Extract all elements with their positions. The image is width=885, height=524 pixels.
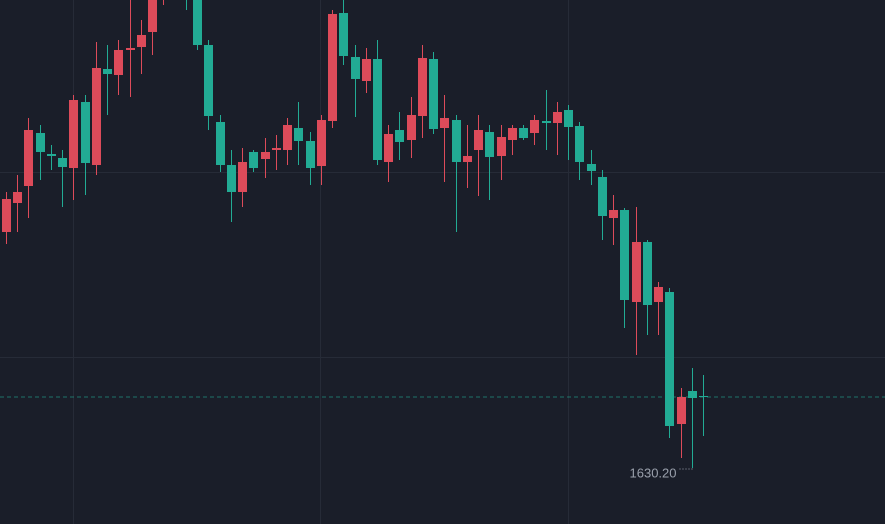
candle-body <box>373 59 382 160</box>
candle-body <box>306 141 315 168</box>
candle-body <box>2 199 11 232</box>
candle-body <box>103 69 112 74</box>
candle-body <box>47 154 56 156</box>
candle-body <box>654 287 663 302</box>
candle-body <box>13 192 22 203</box>
candle-body <box>261 152 270 159</box>
candle-body <box>294 128 303 141</box>
candle-body <box>362 59 371 81</box>
candle-body <box>609 210 618 218</box>
candle-body <box>238 162 247 192</box>
candle-body <box>395 130 404 142</box>
candle-body <box>407 115 416 140</box>
candle-body <box>463 156 472 162</box>
candle-body <box>24 130 33 186</box>
candle-body <box>564 110 573 127</box>
candle-body <box>114 50 123 75</box>
candle-body <box>643 242 652 305</box>
candle-body <box>452 120 461 162</box>
candle-body <box>429 59 438 129</box>
candle-body <box>530 120 539 133</box>
candle-body <box>677 397 686 424</box>
candle-body <box>351 57 360 79</box>
candle-body <box>575 126 584 162</box>
candle-body <box>418 58 427 116</box>
candle-body <box>92 68 101 165</box>
low-label: 1630.20 <box>630 465 677 480</box>
candle-body <box>193 0 202 45</box>
candle-body <box>204 45 213 116</box>
candle-body <box>519 128 528 138</box>
candle-body <box>58 158 67 167</box>
candle-body <box>632 242 641 302</box>
candle-body <box>485 132 494 157</box>
candle-body <box>474 130 483 150</box>
candle-body <box>81 102 90 163</box>
candle-body <box>216 122 225 165</box>
candle-body <box>36 133 45 152</box>
candle-body <box>317 120 326 166</box>
candle-body <box>384 134 393 162</box>
candle-body <box>620 210 629 300</box>
candle-body <box>440 118 449 128</box>
candle-body <box>137 35 146 47</box>
candle-body <box>69 100 78 168</box>
candle-body <box>688 391 697 398</box>
candle-body <box>497 137 506 156</box>
candle-body <box>699 396 708 397</box>
candle-body <box>227 165 236 192</box>
candle-body <box>339 13 348 56</box>
candle-body <box>542 121 551 123</box>
candle-body <box>665 292 674 426</box>
candle-body <box>598 177 607 216</box>
candle-body <box>553 112 562 123</box>
candle-body <box>283 125 292 150</box>
candle-body <box>272 148 281 150</box>
candle-body <box>249 152 258 168</box>
candle-body <box>148 0 157 32</box>
candle-body <box>508 128 517 140</box>
candle-body <box>587 164 596 171</box>
candle-body <box>126 48 135 50</box>
candle-body <box>328 14 337 121</box>
